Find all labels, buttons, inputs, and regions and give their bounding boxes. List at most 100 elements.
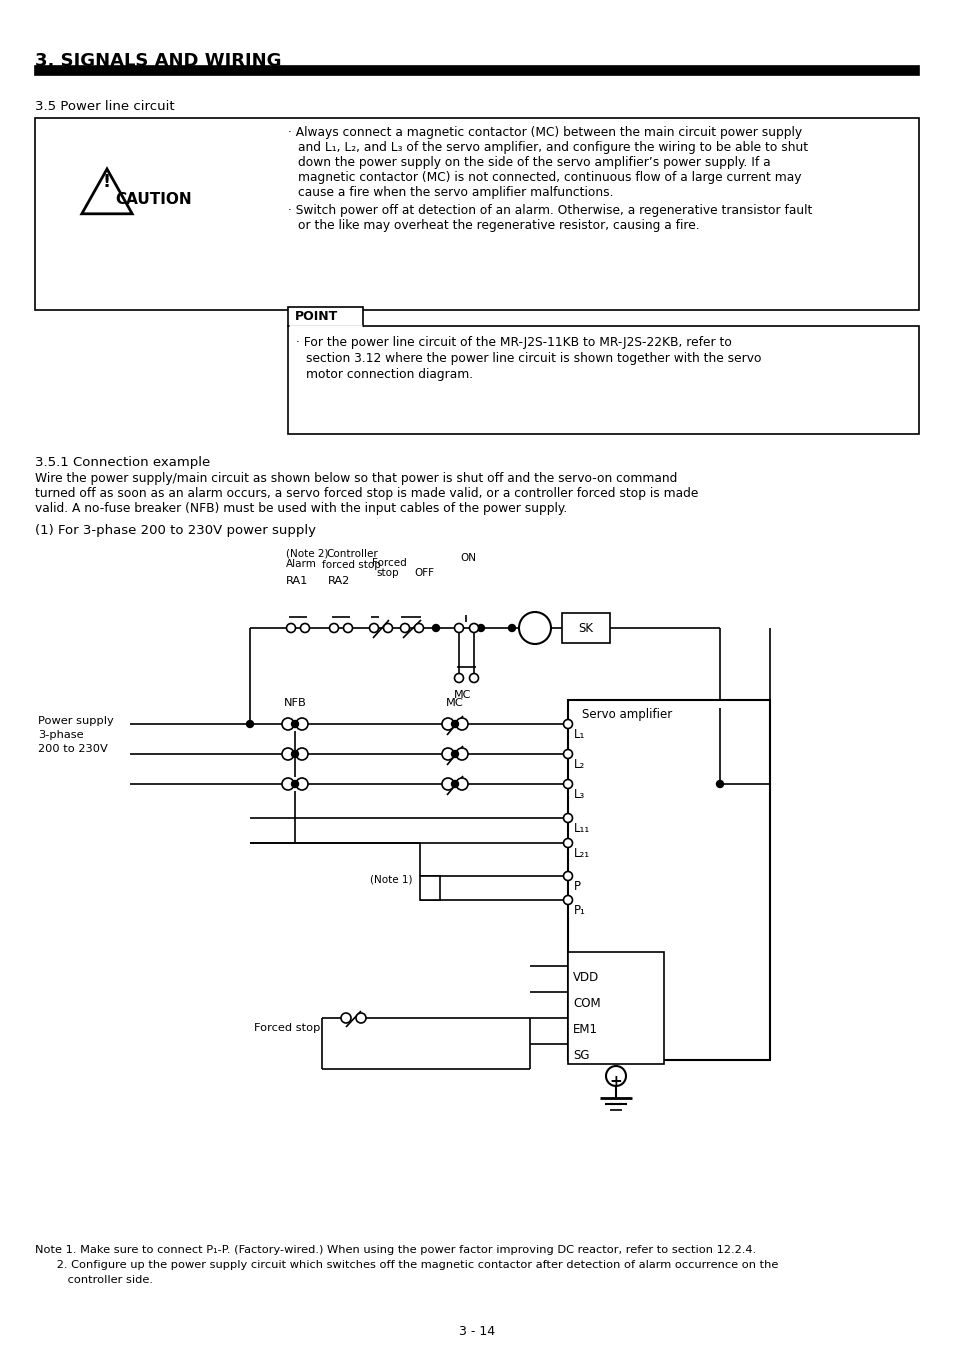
Text: MC: MC	[446, 698, 463, 707]
Circle shape	[563, 814, 572, 822]
Bar	[35, 117, 918, 310]
Polygon shape	[82, 169, 132, 213]
Bar	[288, 306, 363, 325]
Circle shape	[508, 625, 515, 632]
Text: 3 - 14: 3 - 14	[458, 1324, 495, 1338]
Circle shape	[343, 624, 352, 633]
Text: 2. Configure up the power supply circuit which switches off the magnetic contact: 2. Configure up the power supply circuit…	[35, 1260, 778, 1270]
Circle shape	[454, 674, 463, 683]
Text: Power supply: Power supply	[38, 716, 113, 726]
Text: +: +	[609, 1073, 621, 1088]
Circle shape	[369, 624, 378, 633]
Text: MC: MC	[526, 628, 543, 639]
Text: RA1: RA1	[286, 576, 308, 586]
Circle shape	[292, 751, 298, 757]
Circle shape	[292, 780, 298, 787]
Text: Controller: Controller	[326, 549, 377, 559]
Text: or the like may overheat the regenerative resistor, causing a fire.: or the like may overheat the regenerativ…	[297, 219, 699, 232]
Circle shape	[292, 721, 298, 728]
Text: L₃: L₃	[574, 788, 584, 801]
Text: !: !	[103, 173, 111, 190]
Text: L₂: L₂	[574, 757, 584, 771]
Text: 3. SIGNALS AND WIRING: 3. SIGNALS AND WIRING	[35, 53, 281, 70]
Circle shape	[340, 1012, 351, 1023]
Circle shape	[456, 718, 468, 730]
Circle shape	[456, 748, 468, 760]
Circle shape	[456, 778, 468, 790]
Text: down the power supply on the side of the servo amplifier’s power supply. If a: down the power supply on the side of the…	[297, 157, 770, 169]
Text: Wire the power supply/main circuit as shown below so that power is shut off and : Wire the power supply/main circuit as sh…	[35, 472, 677, 485]
Circle shape	[563, 872, 572, 880]
Circle shape	[451, 780, 458, 787]
Text: POINT: POINT	[294, 310, 338, 323]
Text: stop: stop	[375, 568, 398, 578]
Circle shape	[295, 748, 308, 760]
Bar	[288, 325, 918, 433]
Circle shape	[282, 778, 294, 790]
Text: P: P	[574, 880, 580, 892]
Circle shape	[454, 624, 463, 633]
Circle shape	[329, 624, 338, 633]
Circle shape	[355, 1012, 366, 1023]
Text: 3-phase: 3-phase	[38, 730, 84, 740]
Bar	[35, 66, 918, 76]
Circle shape	[246, 721, 253, 728]
Text: motor connection diagram.: motor connection diagram.	[306, 369, 473, 381]
Text: COM: COM	[573, 998, 600, 1010]
Text: · For the power line circuit of the MR-J2S-11KB to MR-J2S-22KB, refer to: · For the power line circuit of the MR-J…	[295, 336, 731, 350]
Bar	[567, 952, 663, 1064]
Circle shape	[469, 624, 478, 633]
Text: section 3.12 where the power line circuit is shown together with the servo: section 3.12 where the power line circui…	[306, 352, 760, 365]
Circle shape	[300, 624, 309, 633]
Circle shape	[441, 778, 454, 790]
Text: L₁₁: L₁₁	[574, 822, 590, 836]
Circle shape	[477, 625, 484, 632]
Circle shape	[469, 674, 478, 683]
Text: 200 to 230V: 200 to 230V	[38, 744, 108, 755]
Text: OFF: OFF	[414, 568, 434, 578]
Circle shape	[414, 624, 423, 633]
Text: Forced: Forced	[372, 558, 406, 568]
Text: MC: MC	[454, 690, 471, 701]
Circle shape	[716, 780, 722, 787]
Text: L₁: L₁	[574, 728, 585, 741]
Circle shape	[518, 612, 551, 644]
Text: cause a fire when the servo amplifier malfunctions.: cause a fire when the servo amplifier ma…	[297, 186, 613, 198]
Circle shape	[282, 718, 294, 730]
Text: · Always connect a magnetic contactor (MC) between the main circuit power supply: · Always connect a magnetic contactor (M…	[288, 126, 801, 139]
Text: P₁: P₁	[574, 904, 585, 917]
Text: RA2: RA2	[328, 576, 350, 586]
Text: SK: SK	[578, 621, 593, 634]
Text: valid. A no-fuse breaker (NFB) must be used with the input cables of the power s: valid. A no-fuse breaker (NFB) must be u…	[35, 502, 567, 514]
Circle shape	[563, 779, 572, 788]
Text: 3.5.1 Connection example: 3.5.1 Connection example	[35, 456, 210, 468]
Text: and L₁, L₂, and L₃ of the servo amplifier, and configure the wiring to be able t: and L₁, L₂, and L₃ of the servo amplifie…	[297, 140, 807, 154]
Text: L₂₁: L₂₁	[574, 846, 590, 860]
Circle shape	[563, 838, 572, 848]
Circle shape	[282, 748, 294, 760]
Text: 3.5 Power line circuit: 3.5 Power line circuit	[35, 100, 174, 113]
Bar	[419, 876, 439, 900]
Text: EM1: EM1	[573, 1023, 598, 1035]
Circle shape	[400, 624, 409, 633]
Circle shape	[451, 751, 458, 757]
Text: Note 1. Make sure to connect P₁-P. (Factory-wired.) When using the power factor : Note 1. Make sure to connect P₁-P. (Fact…	[35, 1245, 756, 1256]
Text: (1) For 3-phase 200 to 230V power supply: (1) For 3-phase 200 to 230V power supply	[35, 524, 315, 537]
Circle shape	[605, 1066, 625, 1085]
Text: Forced stop: Forced stop	[253, 1023, 319, 1033]
Circle shape	[451, 721, 458, 728]
Text: SG: SG	[573, 1049, 589, 1062]
Text: forced stop: forced stop	[322, 560, 380, 570]
Text: ON: ON	[459, 554, 476, 563]
Circle shape	[441, 718, 454, 730]
Circle shape	[563, 720, 572, 729]
Circle shape	[563, 749, 572, 759]
Bar	[561, 613, 609, 643]
Text: CAUTION: CAUTION	[115, 193, 192, 208]
Text: (Note 1): (Note 1)	[370, 873, 412, 884]
Text: (Note 2): (Note 2)	[286, 548, 328, 558]
Circle shape	[432, 625, 439, 632]
Text: Alarm: Alarm	[286, 559, 316, 568]
Bar	[567, 701, 769, 1060]
Text: controller side.: controller side.	[35, 1274, 152, 1285]
